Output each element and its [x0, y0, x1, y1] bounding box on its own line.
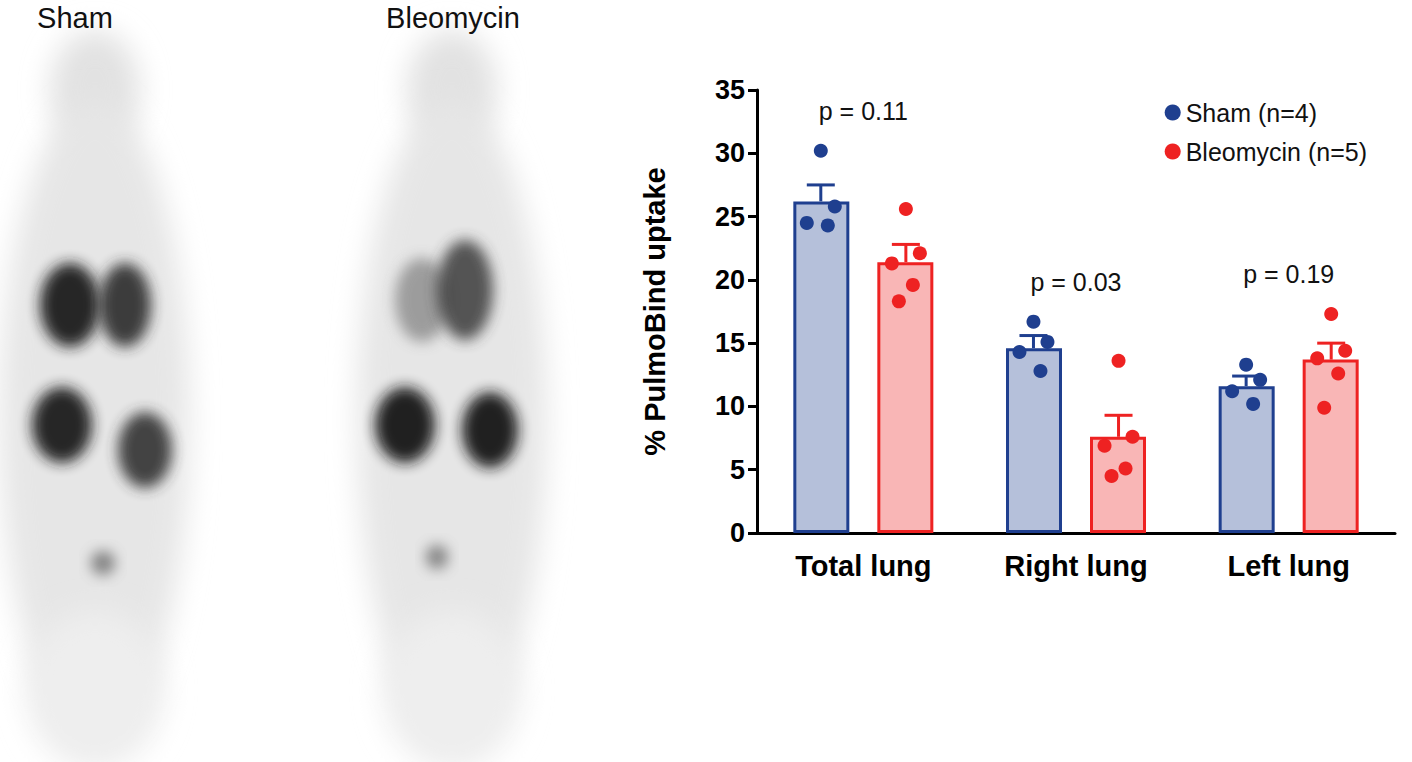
svg-text:30: 30 — [715, 138, 745, 168]
svg-text:15: 15 — [715, 328, 745, 358]
svg-text:10: 10 — [715, 391, 745, 421]
svg-text:Bleomycin: Bleomycin — [386, 2, 520, 34]
svg-text:p = 0.19: p = 0.19 — [1243, 260, 1334, 288]
svg-text:5: 5 — [730, 455, 745, 485]
svg-text:Sham: Sham — [37, 2, 113, 34]
svg-text:Total lung: Total lung — [795, 550, 931, 582]
svg-text:25: 25 — [715, 202, 745, 232]
svg-text:Right lung: Right lung — [1004, 550, 1147, 582]
svg-text:p = 0.03: p = 0.03 — [1030, 268, 1121, 296]
svg-text:% PulmoBind uptake: % PulmoBind uptake — [639, 167, 671, 455]
svg-text:Sham (n=4): Sham (n=4) — [1186, 99, 1317, 127]
svg-text:0: 0 — [730, 518, 745, 548]
svg-text:20: 20 — [715, 265, 745, 295]
svg-text:Left lung: Left lung — [1227, 550, 1349, 582]
svg-text:Bleomycin (n=5): Bleomycin (n=5) — [1186, 138, 1367, 166]
svg-text:35: 35 — [715, 75, 745, 105]
svg-text:p = 0.11: p = 0.11 — [819, 97, 908, 125]
